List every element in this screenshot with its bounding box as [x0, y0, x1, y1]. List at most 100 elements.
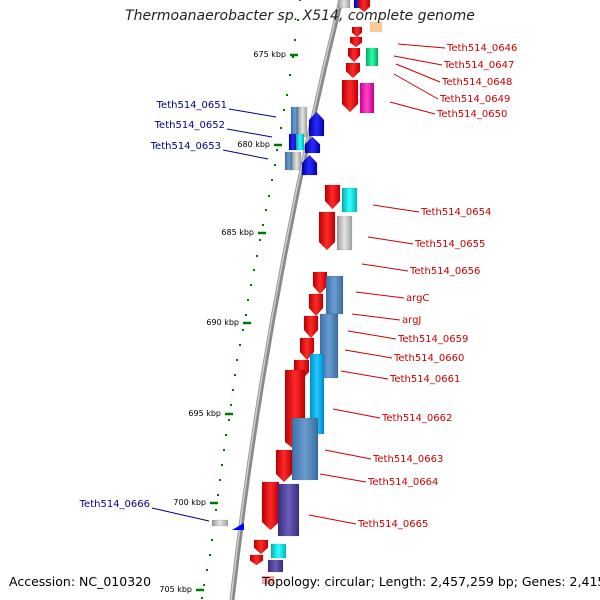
scale-dot [219, 479, 221, 481]
scale-tick-label: 695 kbp [188, 409, 221, 418]
gene-arrow-reverse [275, 449, 293, 483]
scale-dot [283, 109, 285, 111]
gene-feature [270, 543, 287, 559]
gene-label[interactable]: Teth514_0659 [397, 334, 468, 345]
gene-leader-line [151, 507, 210, 522]
gene-leader-line [367, 236, 414, 245]
gene-feature [369, 21, 383, 33]
gene-label-leaders [151, 43, 446, 525]
gene-feature [341, 187, 358, 213]
scale-ticks: 675 kbp 680 kbp 685 kbp 690 kbp 695 kbp 700 k… [159, 0, 301, 599]
scale-dot [236, 359, 238, 361]
scale-dot [245, 314, 247, 316]
gene-arrow-reverse [341, 79, 359, 113]
scale-dot [294, 39, 296, 41]
gene-label[interactable]: Teth514_0666 [79, 499, 150, 510]
gene-label[interactable]: Teth514_0647 [443, 60, 514, 71]
gene-arrow-reverse [308, 293, 324, 317]
genome-backbone [229, 0, 344, 600]
gene-arrow-reverse [324, 184, 341, 210]
scale-dot [247, 299, 249, 301]
scale-tick-label: 690 kbp [206, 318, 239, 327]
gene-leader-line [324, 449, 372, 460]
topology-text: Topology: circular; Length: 2,457,259 bp… [262, 574, 600, 589]
gene-arrow-reverse [303, 315, 319, 339]
gene-arrow-reverse [253, 539, 269, 555]
scale-dot [299, 0, 301, 1]
gene-leader-line [389, 101, 436, 115]
gene-label[interactable]: Teth514_0661 [389, 374, 460, 385]
scale-tick-label: 680 kbp [237, 140, 270, 149]
scale-tick-label: 700 kbp [173, 498, 206, 507]
gene-leader-line [340, 370, 389, 380]
gene-label[interactable]: Teth514_0664 [367, 477, 438, 488]
gene-label[interactable]: Teth514_0653 [150, 141, 221, 152]
scale-dot [242, 329, 244, 331]
gene-features [211, 0, 383, 585]
gene-feature [291, 417, 319, 481]
scale-dot [228, 419, 230, 421]
scale-dot [262, 224, 264, 226]
scale-dot [297, 19, 299, 21]
gene-label[interactable]: Teth514_0660 [393, 353, 464, 364]
gene-feature [336, 215, 353, 251]
gene-leader-line [372, 204, 420, 213]
gene-leader-line [222, 149, 269, 160]
gene-label[interactable]: Teth514_0649 [439, 94, 510, 105]
scale-dot [239, 344, 241, 346]
gene-labels: Teth514_0651 Teth514_0652 Teth514_0653 Teth… [79, 43, 518, 530]
gene-label[interactable]: argJ [402, 315, 421, 326]
gene-label[interactable]: Teth514_0646 [446, 43, 517, 54]
gene-arrow-forward [301, 154, 318, 176]
scale-dot [265, 209, 267, 211]
gene-arrow-forward [304, 136, 321, 154]
gene-label[interactable]: Teth514_0651 [156, 100, 227, 111]
gene-label[interactable]: Teth514_0650 [436, 109, 507, 120]
accession-text: Accession: NC_010320 [9, 574, 152, 589]
gene-label[interactable]: Teth514_0652 [154, 120, 225, 131]
gene-label[interactable]: Teth514_0648 [441, 77, 512, 88]
gene-label[interactable]: Teth514_0654 [420, 207, 491, 218]
gene-feature [359, 82, 375, 114]
gene-label[interactable]: Teth514_0655 [414, 239, 485, 250]
scale-dot [256, 255, 258, 257]
gene-label[interactable]: Teth514_0663 [372, 454, 443, 465]
gene-label[interactable]: Teth514_0665 [357, 519, 428, 530]
gene-leader-line [351, 313, 401, 321]
scale-tick-label: 705 kbp [159, 585, 192, 594]
scale-dot [221, 464, 223, 466]
scale-dot [271, 179, 273, 181]
gene-leader-line [226, 128, 273, 138]
gene-leader-line [355, 291, 405, 299]
gene-arrow-reverse [347, 47, 361, 63]
scale-dot [232, 389, 234, 391]
gene-feature [261, 575, 275, 585]
gene-feature [337, 0, 351, 9]
scale-dot [274, 164, 276, 166]
gene-label[interactable]: Teth514_0656 [409, 266, 480, 277]
scale-dot [292, 56, 294, 58]
gene-leader-line [361, 263, 409, 272]
gene-feature [267, 559, 284, 573]
scale-dot [286, 94, 288, 96]
gene-label[interactable]: argC [406, 293, 429, 304]
scale-dot [206, 569, 208, 571]
scale-tick-label: 685 kbp [221, 228, 254, 237]
gene-arrow-reverse [349, 36, 363, 48]
gene-feature [365, 47, 379, 67]
map-title: Thermoanaerobacter sp. X514, complete ge… [125, 8, 475, 24]
gene-leader-line [347, 330, 397, 340]
gene-leader-line [344, 349, 393, 359]
gene-arrow-forward [308, 111, 325, 137]
scale-dot [223, 449, 225, 451]
gene-feature [297, 106, 308, 138]
gene-feature [211, 519, 229, 527]
scale-dot [253, 269, 255, 271]
scale-dot [209, 554, 211, 556]
gene-label[interactable]: Teth514_0662 [381, 413, 452, 424]
gene-leader-line [228, 108, 277, 118]
scale-dot [289, 74, 291, 76]
gene-leader-line [308, 514, 357, 525]
gene-feature [291, 151, 302, 171]
gene-arrow-reverse [345, 62, 361, 79]
